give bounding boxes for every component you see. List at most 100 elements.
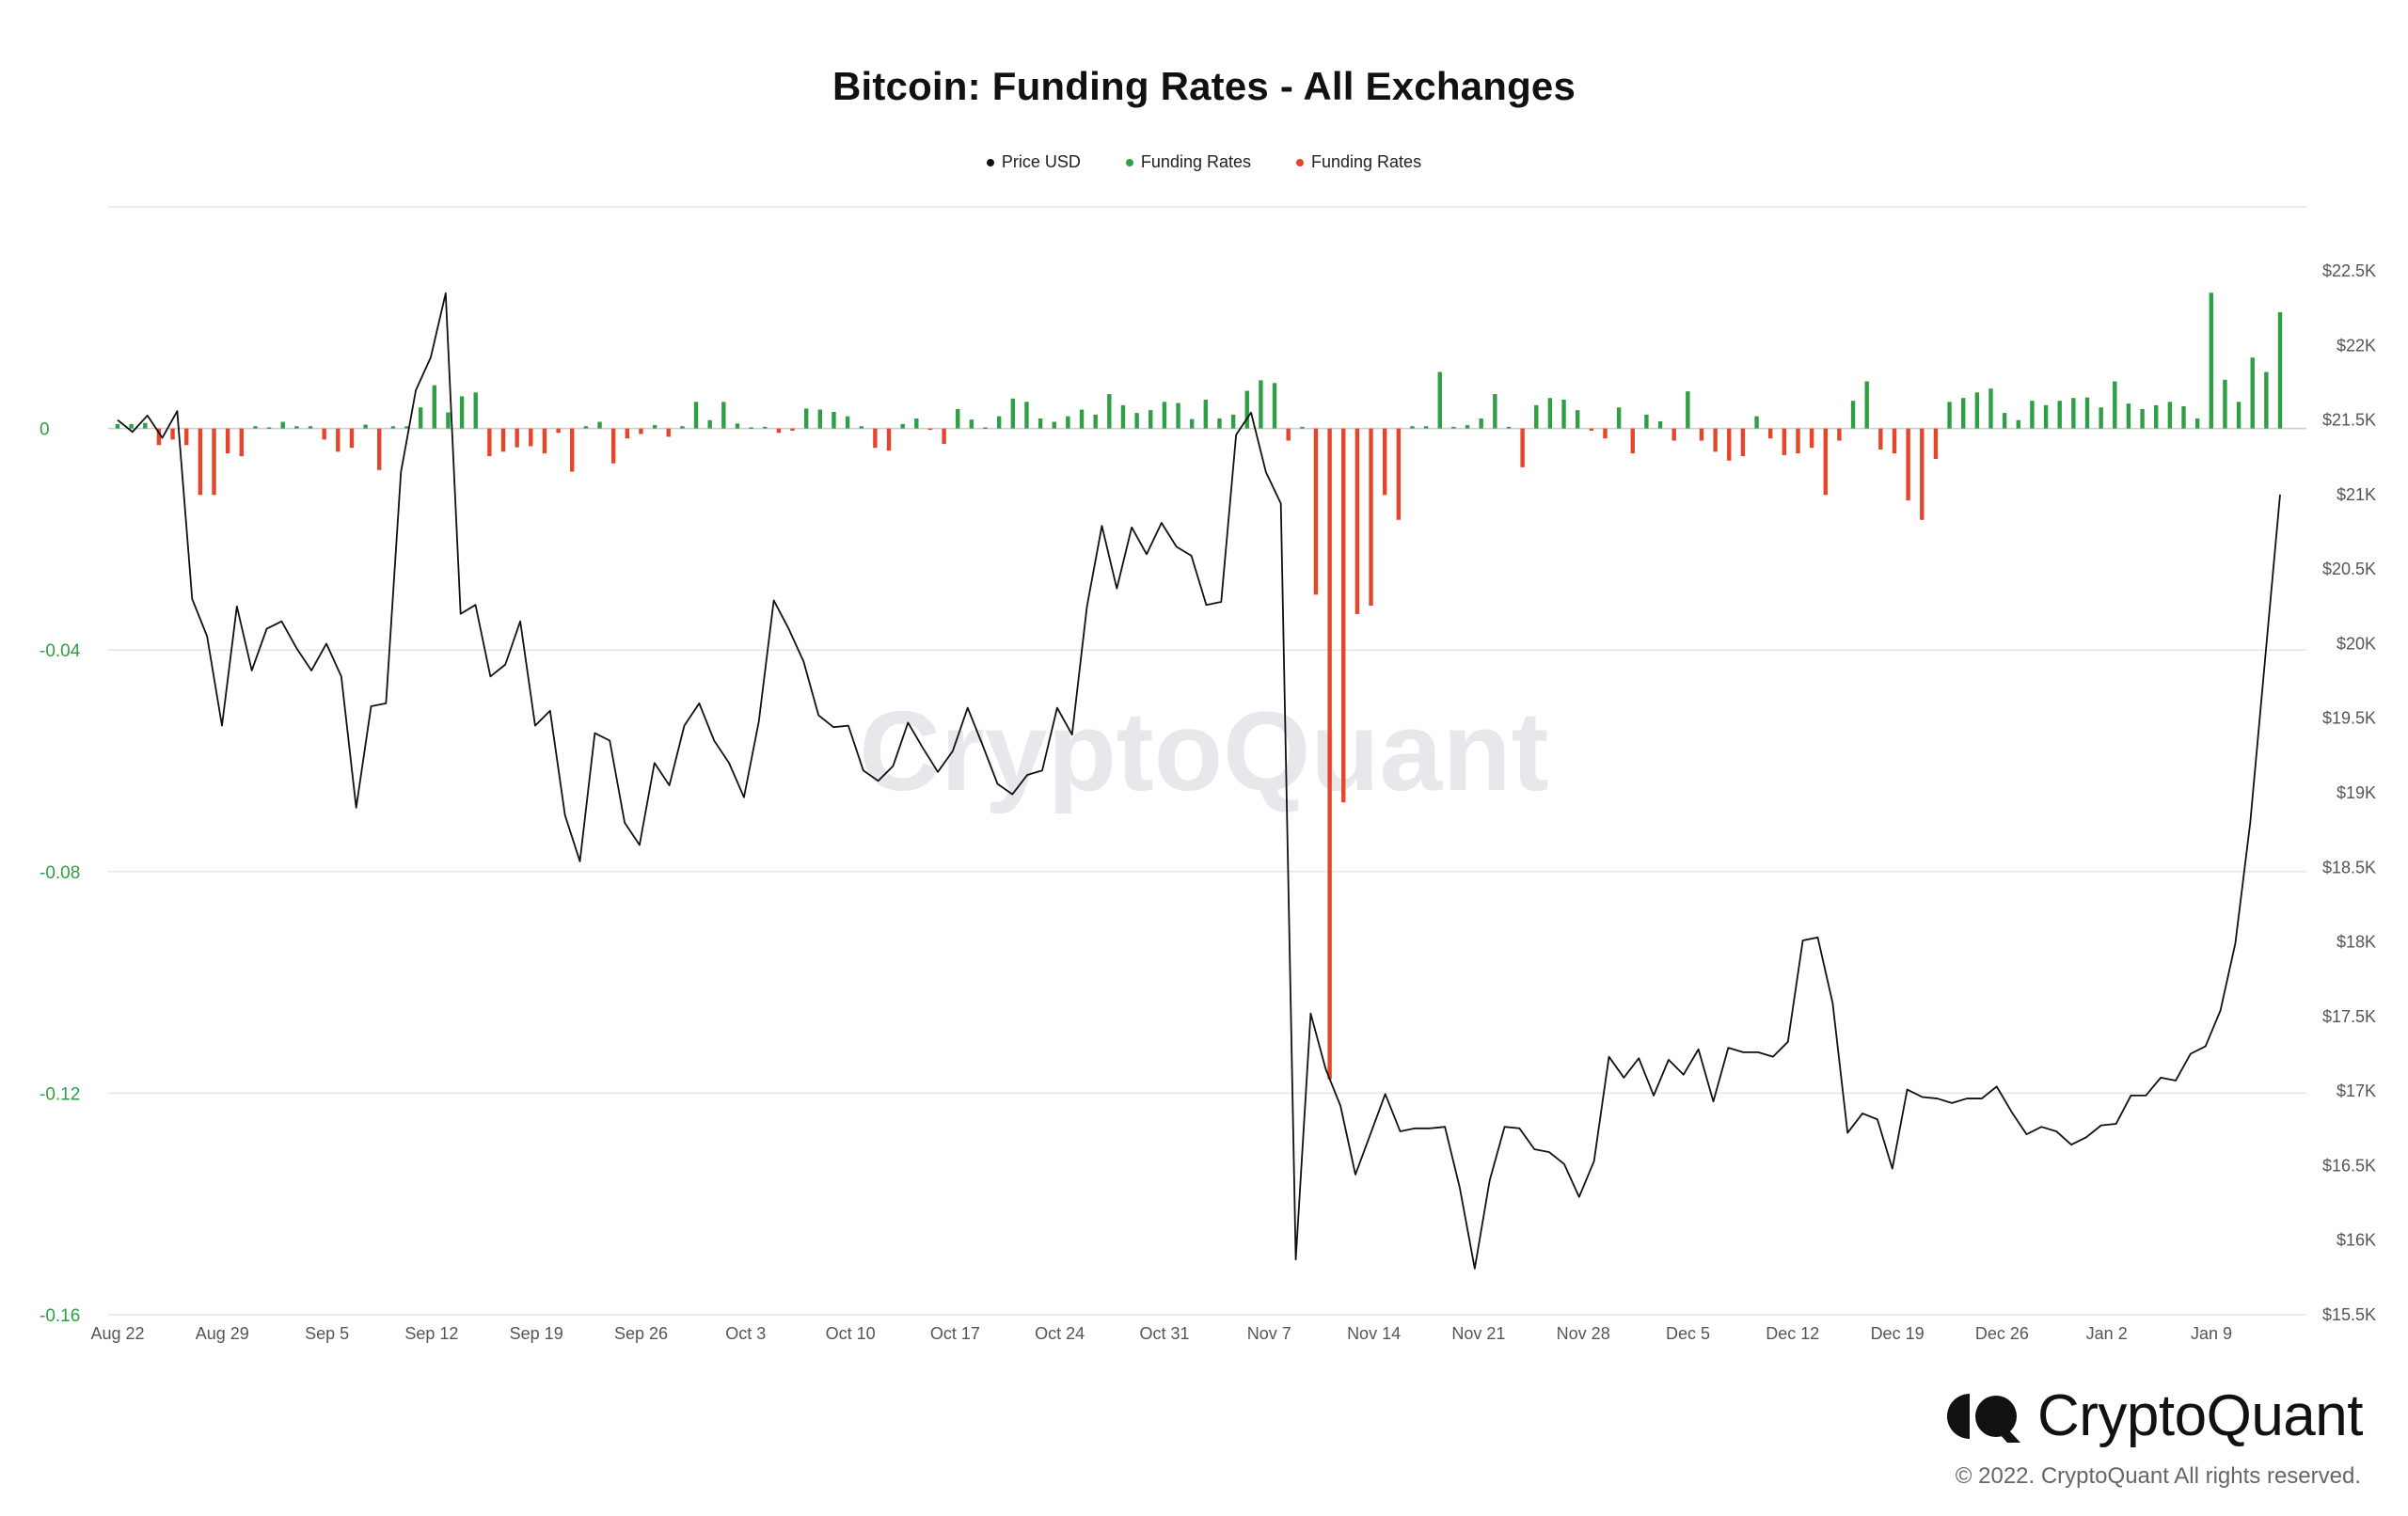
cryptoquant-logo-icon bbox=[1941, 1390, 2020, 1443]
x-tick-label: Oct 3 bbox=[725, 1324, 766, 1343]
funding-bar-negative bbox=[500, 428, 506, 452]
funding-bar-negative bbox=[1382, 428, 1387, 496]
funding-bar-positive bbox=[1093, 414, 1098, 429]
x-tick-label: Aug 29 bbox=[196, 1324, 249, 1343]
funding-bar-positive bbox=[1066, 416, 1070, 429]
left-tick-label: -0.08 bbox=[40, 863, 80, 883]
funding-bar-positive bbox=[294, 426, 299, 429]
funding-bar-negative bbox=[515, 428, 519, 448]
funding-bar-negative bbox=[1327, 428, 1332, 1080]
right-tick-label: $19K bbox=[2337, 783, 2376, 802]
funding-bar-negative bbox=[1341, 428, 1346, 803]
funding-bar-positive bbox=[2250, 357, 2255, 429]
funding-bar-positive bbox=[473, 392, 478, 429]
funding-bar-negative bbox=[170, 428, 175, 440]
funding-bar-negative bbox=[639, 428, 643, 434]
right-tick-label: $20K bbox=[2337, 634, 2376, 653]
funding-bar-negative bbox=[1920, 428, 1925, 520]
funding-bar-positive bbox=[1864, 381, 1869, 429]
funding-bar-negative bbox=[776, 428, 782, 434]
funding-bar-positive bbox=[404, 426, 409, 429]
legend-item-funding-positive[interactable]: Funding Rates bbox=[1125, 152, 1251, 172]
funding-bar-positive bbox=[1644, 414, 1649, 429]
funding-bar-positive bbox=[1850, 401, 1856, 429]
funding-bar-positive bbox=[1547, 398, 1553, 429]
funding-bar-negative bbox=[156, 428, 162, 446]
funding-bar-positive bbox=[1107, 394, 1112, 429]
funding-bar-positive bbox=[817, 409, 823, 429]
funding-bar-positive bbox=[2264, 371, 2269, 429]
right-tick-label: $15.5K bbox=[2322, 1305, 2376, 1324]
funding-bar-negative bbox=[1699, 428, 1704, 441]
funding-bar-negative bbox=[349, 428, 355, 449]
legend-item-funding-negative[interactable]: Funding Rates bbox=[1296, 152, 1421, 172]
funding-bar-positive bbox=[1134, 413, 1139, 429]
funding-bar-positive bbox=[1947, 402, 1952, 429]
funding-bar-positive bbox=[1259, 380, 1263, 429]
funding-bar-positive bbox=[2209, 292, 2213, 429]
funding-bar-positive bbox=[693, 402, 699, 429]
funding-bar-positive bbox=[1616, 407, 1622, 429]
funding-bar-negative bbox=[1354, 428, 1360, 614]
funding-bar-positive bbox=[2194, 418, 2200, 429]
funding-bar-negative bbox=[225, 428, 230, 454]
legend-dot-funding-positive bbox=[1125, 158, 1133, 166]
funding-bar-positive bbox=[2057, 401, 2062, 429]
funding-bar-negative bbox=[322, 428, 326, 440]
right-tick-label: $21K bbox=[2337, 485, 2376, 504]
funding-bar-positive bbox=[1506, 426, 1512, 429]
funding-bar-positive bbox=[969, 419, 974, 429]
x-axis-ticks: Aug 22 Aug 29 Sep 5 Sep 12 Sep 19 Sep 26 Oct 3… bbox=[90, 1324, 2232, 1343]
right-axis-ticks: $22.5K $22K $21.5K $21K $20.5K $20K $19.5K $19K… bbox=[2322, 261, 2376, 1324]
funding-bar-positive bbox=[763, 426, 768, 429]
funding-bar-negative bbox=[336, 428, 341, 452]
funding-bar-positive bbox=[900, 423, 905, 429]
funding-bar-negative bbox=[790, 428, 795, 431]
x-tick-label: Sep 26 bbox=[614, 1324, 668, 1343]
x-tick-label: Jan 9 bbox=[2191, 1324, 2232, 1343]
funding-bar-positive bbox=[2113, 381, 2117, 429]
funding-bar-positive bbox=[652, 425, 657, 429]
x-tick-label: Dec 12 bbox=[1766, 1324, 1819, 1343]
funding-bar-positive bbox=[2099, 407, 2103, 429]
funding-bar-negative bbox=[1671, 428, 1676, 441]
funding-bar-negative bbox=[1782, 428, 1787, 455]
funding-bar-positive bbox=[1754, 416, 1759, 429]
funding-bar-negative bbox=[1809, 428, 1814, 449]
funding-bar-positive bbox=[1162, 402, 1167, 429]
right-tick-label: $16K bbox=[2337, 1231, 2376, 1250]
x-tick-label: Nov 7 bbox=[1247, 1324, 1291, 1343]
left-tick-label: -0.12 bbox=[40, 1084, 80, 1104]
funding-bar-negative bbox=[556, 428, 561, 434]
funding-bar-positive bbox=[129, 423, 134, 429]
funding-bar-negative bbox=[1933, 428, 1939, 459]
funding-bar-positive bbox=[583, 426, 589, 429]
funding-bar-positive bbox=[280, 421, 285, 429]
funding-bar-negative bbox=[1396, 428, 1402, 520]
funding-bar-positive bbox=[432, 385, 436, 429]
funding-bar-positive bbox=[803, 408, 809, 429]
funding-rate-bars bbox=[115, 292, 2283, 1080]
right-tick-label: $20.5K bbox=[2322, 560, 2376, 578]
funding-bar-positive bbox=[832, 411, 836, 429]
left-tick-label: 0 bbox=[40, 420, 50, 440]
funding-bar-negative bbox=[1837, 428, 1842, 441]
funding-bar-positive bbox=[2277, 311, 2283, 429]
funding-bar-positive bbox=[1451, 426, 1456, 429]
funding-bar-positive bbox=[1079, 409, 1085, 429]
funding-bar-positive bbox=[459, 396, 465, 429]
funding-bar-negative bbox=[942, 428, 946, 445]
x-tick-label: Nov 14 bbox=[1347, 1324, 1401, 1343]
legend-dot-funding-negative bbox=[1296, 158, 1304, 166]
legend-item-price[interactable]: Price USD bbox=[986, 152, 1081, 172]
funding-bar-positive bbox=[749, 427, 753, 429]
right-tick-label: $17.5K bbox=[2322, 1007, 2376, 1026]
x-tick-label: Nov 28 bbox=[1557, 1324, 1610, 1343]
funding-bar-negative bbox=[198, 428, 203, 496]
funding-bar-negative bbox=[1286, 428, 1291, 441]
right-tick-label: $18.5K bbox=[2322, 858, 2376, 876]
funding-bar-positive bbox=[446, 412, 451, 429]
funding-bar-negative bbox=[239, 428, 244, 457]
funding-bar-positive bbox=[2126, 403, 2131, 429]
brand: CryptoQuant bbox=[1941, 1382, 2364, 1449]
